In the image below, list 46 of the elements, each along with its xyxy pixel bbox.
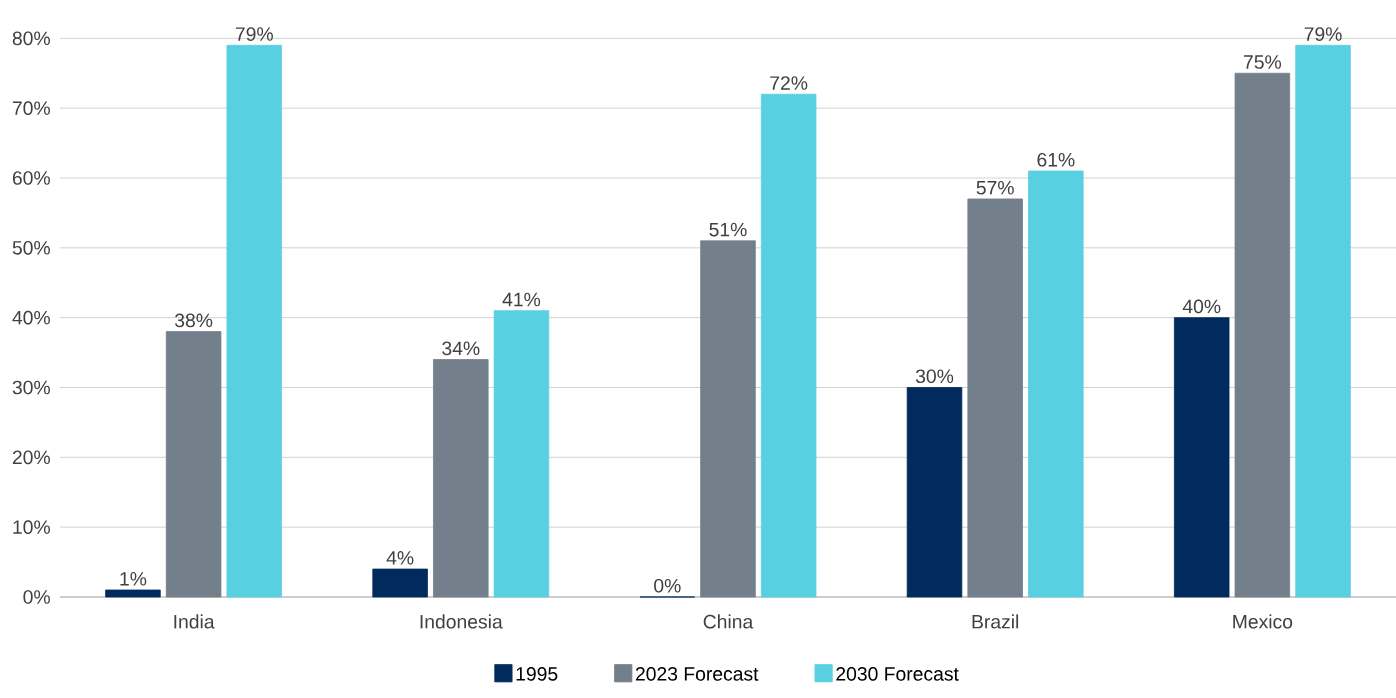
y-tick-label: 50% (12, 240, 50, 255)
data-label: 30% (915, 369, 954, 384)
data-label: 4% (386, 551, 414, 565)
data-label: 61% (1037, 152, 1075, 167)
y-tick-label: 60% (12, 171, 50, 185)
bar (760, 93, 817, 598)
legend-label: 2030 Forecast (836, 667, 959, 681)
y-tick-label: 0% (23, 590, 50, 604)
data-label: 72% (770, 76, 808, 90)
data-label: 79% (235, 27, 273, 41)
bar (433, 359, 489, 598)
x-tick-label: Mexico (1233, 614, 1293, 629)
data-label: 34% (442, 341, 480, 356)
bar (1028, 170, 1084, 598)
bar (967, 198, 1023, 598)
data-label: 51% (709, 222, 747, 237)
data-label: 0% (654, 578, 681, 593)
data-label: 57% (976, 180, 1014, 195)
x-tick-label: India (174, 614, 215, 629)
y-tick-label: 80% (12, 31, 50, 46)
legend-label: 1995 (516, 667, 558, 681)
y-tick-label: 10% (13, 520, 50, 534)
data-label: 40% (1182, 299, 1221, 314)
y-tick-label: 40% (12, 310, 50, 325)
x-tick-label: China (703, 614, 754, 629)
data-label: 38% (174, 313, 213, 328)
x-tick-label: Indonesia (420, 614, 503, 629)
y-tick-label: 20% (12, 450, 50, 465)
bar (700, 240, 756, 598)
data-label: 41% (502, 292, 541, 307)
bar (372, 568, 428, 598)
data-label: 75% (1244, 55, 1282, 69)
x-tick-label: Brazil (972, 614, 1019, 629)
y-tick-label: 70% (12, 101, 50, 115)
bar (105, 589, 161, 598)
bar (1295, 44, 1351, 598)
data-label: 1% (120, 572, 147, 586)
bar (1234, 72, 1291, 598)
legend-label: 2023 Forecast (635, 667, 759, 681)
bar (165, 331, 222, 598)
y-tick-label: 30% (12, 380, 50, 395)
bar (226, 44, 282, 598)
data-label: 79% (1304, 27, 1342, 41)
bar (493, 310, 550, 598)
bar (906, 387, 963, 598)
bar (1173, 317, 1230, 598)
